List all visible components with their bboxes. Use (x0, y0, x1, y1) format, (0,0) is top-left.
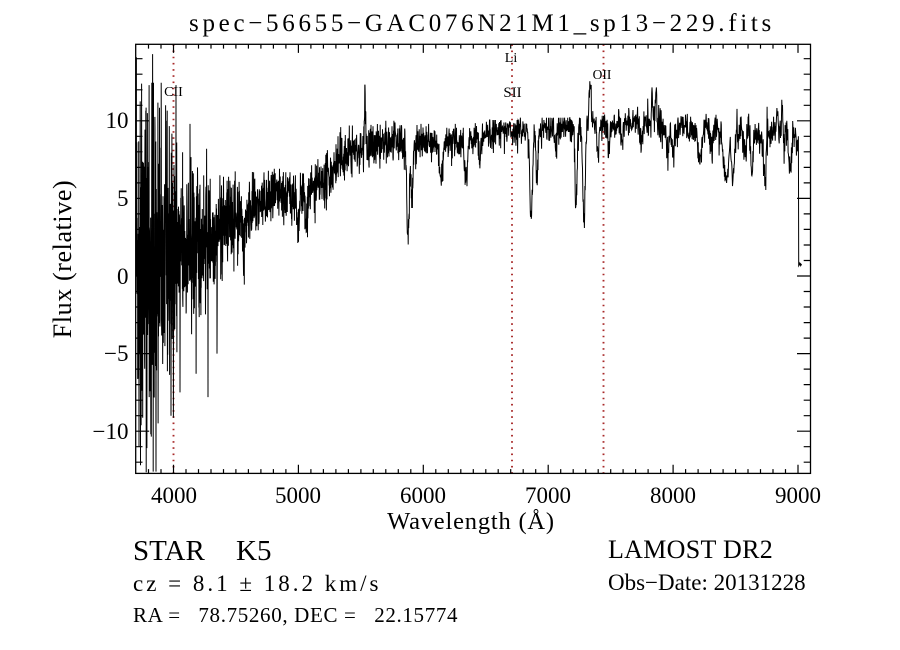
svg-text:−10: −10 (93, 419, 129, 444)
svg-text:spec−56655−GAC076N21M1_sp13−22: spec−56655−GAC076N21M1_sp13−229.fits (189, 10, 775, 37)
svg-text:Wavelength (Å): Wavelength (Å) (387, 508, 555, 535)
svg-text:OII: OII (593, 67, 612, 82)
svg-text:CII: CII (164, 85, 183, 100)
svg-text:10: 10 (106, 108, 129, 133)
svg-text:8000: 8000 (650, 483, 696, 508)
svg-text:4000: 4000 (151, 483, 197, 508)
svg-text:Obs−Date: 20131228: Obs−Date: 20131228 (608, 570, 806, 595)
svg-text:Li: Li (505, 51, 518, 66)
svg-text:9000: 9000 (775, 483, 821, 508)
svg-text:7000: 7000 (525, 483, 571, 508)
svg-text:K5: K5 (236, 535, 271, 567)
svg-text:5: 5 (117, 186, 129, 211)
svg-text:RA = 78.75260, DEC = 22.15: RA = 78.75260, DEC = 22.15774 (133, 603, 458, 627)
svg-text:cz = 8.1 ± 18.2 km/s: cz = 8.1 ± 18.2 km/s (133, 571, 382, 596)
svg-text:0: 0 (117, 264, 129, 289)
svg-text:SII: SII (503, 85, 521, 101)
svg-text:STAR: STAR (133, 535, 205, 567)
svg-text:−5: −5 (104, 341, 128, 366)
svg-text:LAMOST DR2: LAMOST DR2 (608, 535, 773, 564)
svg-text:Flux (relative): Flux (relative) (48, 180, 77, 338)
svg-text:5000: 5000 (275, 483, 321, 508)
svg-text:6000: 6000 (400, 483, 446, 508)
